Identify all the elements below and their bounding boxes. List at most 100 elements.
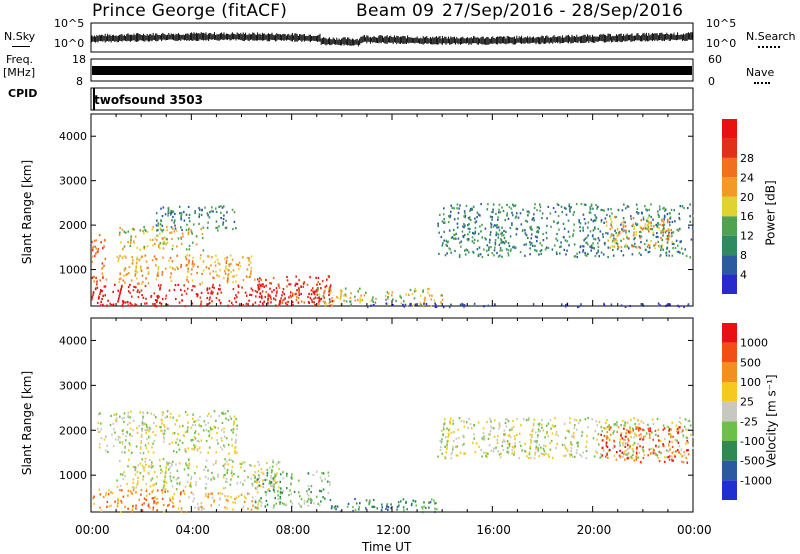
velocity-echo-cell bbox=[439, 448, 442, 452]
power-echo-cell bbox=[659, 255, 661, 258]
power-echo-cell bbox=[308, 292, 310, 295]
velocity-colorbar-cell bbox=[722, 342, 737, 363]
power-echo-cell bbox=[180, 236, 182, 239]
velocity-echo-cell bbox=[156, 489, 159, 492]
velocity-echo-cell bbox=[119, 460, 121, 463]
power-echo-cell bbox=[180, 242, 183, 245]
velocity-echo-cell bbox=[666, 425, 669, 428]
power-echo-cell bbox=[135, 262, 138, 265]
power-echo-cell bbox=[374, 301, 377, 304]
velocity-echo-cell bbox=[580, 434, 583, 437]
velocity-echo-cell bbox=[275, 502, 278, 505]
velocity-echo-cell bbox=[494, 419, 496, 422]
power-echo-cell bbox=[130, 279, 133, 282]
velocity-echo-cell bbox=[662, 443, 664, 446]
power-echo-cell bbox=[627, 205, 630, 208]
power-echo-cell bbox=[437, 224, 439, 228]
power-echo-cell bbox=[501, 255, 503, 258]
power-echo-cell bbox=[601, 209, 604, 212]
power-echo-cell bbox=[458, 253, 461, 257]
power-echo-cell bbox=[296, 282, 299, 286]
power-echo-cell bbox=[493, 224, 496, 227]
power-echo-cell bbox=[261, 297, 263, 300]
power-echo-cell bbox=[622, 217, 625, 220]
velocity-echo-cell bbox=[190, 478, 192, 481]
power-echo-cell bbox=[476, 211, 479, 214]
power-echo-cell bbox=[317, 288, 319, 291]
power-echo-cell bbox=[286, 300, 289, 304]
power-echo-cell bbox=[211, 256, 213, 259]
power-echo-cell bbox=[586, 241, 588, 244]
power-echo-cell bbox=[511, 211, 513, 214]
velocity-echo-cell bbox=[405, 500, 407, 504]
velocity-echo-cell bbox=[273, 488, 275, 492]
velocity-echo-cell bbox=[490, 420, 492, 423]
power-echo-cell bbox=[171, 260, 174, 263]
velocity-echo-cell bbox=[324, 497, 326, 500]
velocity-echo-cell bbox=[132, 486, 135, 489]
velocity-echo-cell bbox=[307, 485, 310, 488]
power-echo-cell bbox=[245, 275, 248, 278]
power-echo-cell bbox=[490, 223, 493, 226]
power-echo-cell bbox=[242, 304, 245, 307]
power-echo-cell bbox=[122, 279, 125, 282]
velocity-echo-cell bbox=[222, 476, 225, 479]
velocity-echo-cell bbox=[524, 442, 526, 445]
power-echo-cell bbox=[650, 240, 652, 243]
velocity-echo-cell bbox=[584, 418, 587, 421]
velocity-echo-cell bbox=[668, 428, 671, 431]
power-echo-cell bbox=[187, 233, 190, 236]
power-echo-cell bbox=[157, 229, 159, 232]
power-echo-cell bbox=[677, 304, 679, 307]
velocity-echo-cell bbox=[187, 466, 189, 469]
velocity-echo-cell bbox=[481, 437, 484, 440]
velocity-echo-cell bbox=[197, 433, 200, 436]
velocity-echo-cell bbox=[692, 446, 694, 449]
power-echo-cell bbox=[165, 237, 168, 241]
station-title: Prince George (fitACF) bbox=[92, 1, 288, 21]
power-echo-cell bbox=[671, 242, 674, 245]
power-echo-cell bbox=[554, 244, 556, 247]
velocity-echo-cell bbox=[507, 442, 509, 445]
power-echo-cell bbox=[142, 296, 145, 299]
velocity-echo-cell bbox=[221, 421, 224, 424]
power-echo-cell bbox=[610, 234, 613, 237]
velocity-echo-cell bbox=[258, 476, 261, 479]
velocity-echo-cell bbox=[273, 490, 276, 493]
velocity-echo-cell bbox=[606, 453, 608, 456]
velocity-echo-cell bbox=[182, 489, 185, 492]
power-echo-cell bbox=[236, 296, 238, 299]
velocity-echo-cell bbox=[205, 439, 208, 443]
velocity-colorbar-tick: 1000 bbox=[740, 337, 768, 350]
power-echo-cell bbox=[392, 298, 394, 301]
velocity-echo-cell bbox=[254, 499, 257, 502]
power-echo-cell bbox=[464, 253, 467, 256]
power-echo-cell bbox=[212, 270, 215, 273]
power-echo-cell bbox=[477, 253, 480, 256]
power-echo-cell bbox=[249, 293, 251, 296]
velocity-echo-cell bbox=[192, 438, 194, 442]
power-echo-cell bbox=[126, 272, 128, 276]
velocity-echo-cell bbox=[200, 425, 202, 428]
velocity-echo-cell bbox=[200, 502, 203, 505]
velocity-echo-cell bbox=[239, 481, 242, 484]
power-echo-cell bbox=[265, 290, 268, 294]
power-echo-cell bbox=[231, 208, 234, 211]
power-echo-cell bbox=[395, 299, 397, 302]
velocity-echo-cell bbox=[186, 430, 189, 433]
velocity-echo-cell bbox=[600, 426, 603, 429]
power-echo-cell bbox=[529, 253, 531, 256]
velocity-ytick-label: 1000 bbox=[59, 469, 87, 482]
power-echo-cell bbox=[442, 213, 445, 216]
power-echo-cell bbox=[170, 213, 172, 216]
power-echo-cell bbox=[158, 245, 160, 248]
power-echo-cell bbox=[311, 300, 314, 303]
velocity-echo-cell bbox=[531, 435, 533, 439]
power-echo-cell bbox=[186, 287, 189, 290]
power-echo-cell bbox=[539, 205, 542, 209]
velocity-echo-cell bbox=[663, 427, 666, 430]
velocity-echo-cell bbox=[100, 509, 103, 512]
power-echo-cell bbox=[91, 249, 94, 252]
power-echo-cell bbox=[199, 304, 202, 307]
power-echo-cell bbox=[298, 288, 300, 291]
